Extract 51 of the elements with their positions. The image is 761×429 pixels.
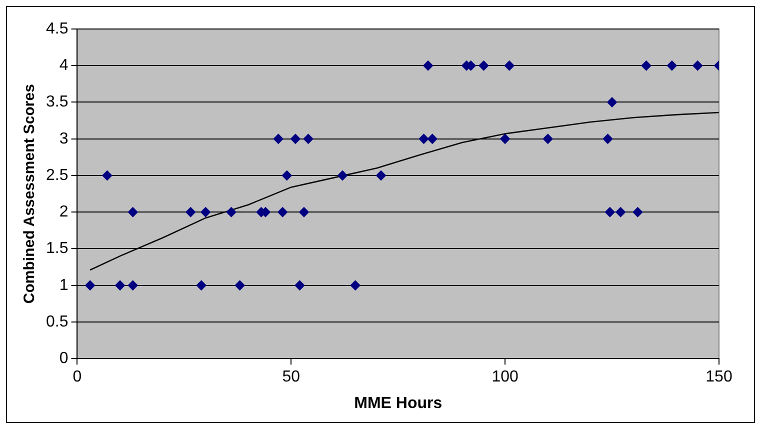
point xyxy=(692,60,703,71)
point xyxy=(500,134,510,144)
x-tick-label: 150 xyxy=(706,368,732,386)
point xyxy=(278,207,288,218)
x-tick-label: 100 xyxy=(492,368,519,386)
y-tick-label: 4 xyxy=(59,57,68,74)
y-tick-label: 0.5 xyxy=(46,313,68,330)
y-tick-label: 3 xyxy=(59,130,68,148)
y-tick-label: 2 xyxy=(59,204,68,221)
point xyxy=(338,170,348,180)
point xyxy=(478,60,489,71)
point xyxy=(427,134,438,144)
point xyxy=(298,207,309,218)
x-tick-label: 0 xyxy=(72,368,82,386)
x-axis-title: MME Hours xyxy=(354,394,442,412)
point xyxy=(273,134,284,144)
point xyxy=(423,60,434,71)
point xyxy=(504,60,514,71)
point xyxy=(128,207,138,218)
point xyxy=(102,170,112,180)
point xyxy=(666,60,677,71)
point xyxy=(115,280,126,290)
x-tick-label: 50 xyxy=(282,368,300,386)
point xyxy=(200,207,211,218)
point xyxy=(226,207,236,218)
y-tick-label: 1 xyxy=(59,276,68,294)
point xyxy=(350,280,360,290)
point xyxy=(607,97,618,108)
point xyxy=(616,207,626,218)
point xyxy=(186,207,196,218)
point xyxy=(641,60,652,71)
point xyxy=(282,170,292,180)
point xyxy=(604,207,615,218)
point xyxy=(85,280,96,290)
point xyxy=(234,280,245,290)
y-tick-label: 3.5 xyxy=(46,94,68,111)
point xyxy=(632,207,643,218)
y-axis-title: Combined Assessment Scores xyxy=(21,84,38,304)
point xyxy=(294,280,305,290)
point xyxy=(376,170,386,180)
point xyxy=(303,134,314,144)
point xyxy=(196,280,206,290)
y-tick-label: 1.5 xyxy=(46,240,68,258)
point xyxy=(290,134,300,144)
point xyxy=(418,134,429,144)
point xyxy=(602,134,613,144)
y-tick-label: 0 xyxy=(59,350,68,368)
y-tick-label: 2.5 xyxy=(46,166,68,184)
point xyxy=(128,280,138,290)
point xyxy=(542,134,553,144)
y-tick-label: 4.5 xyxy=(46,20,68,38)
